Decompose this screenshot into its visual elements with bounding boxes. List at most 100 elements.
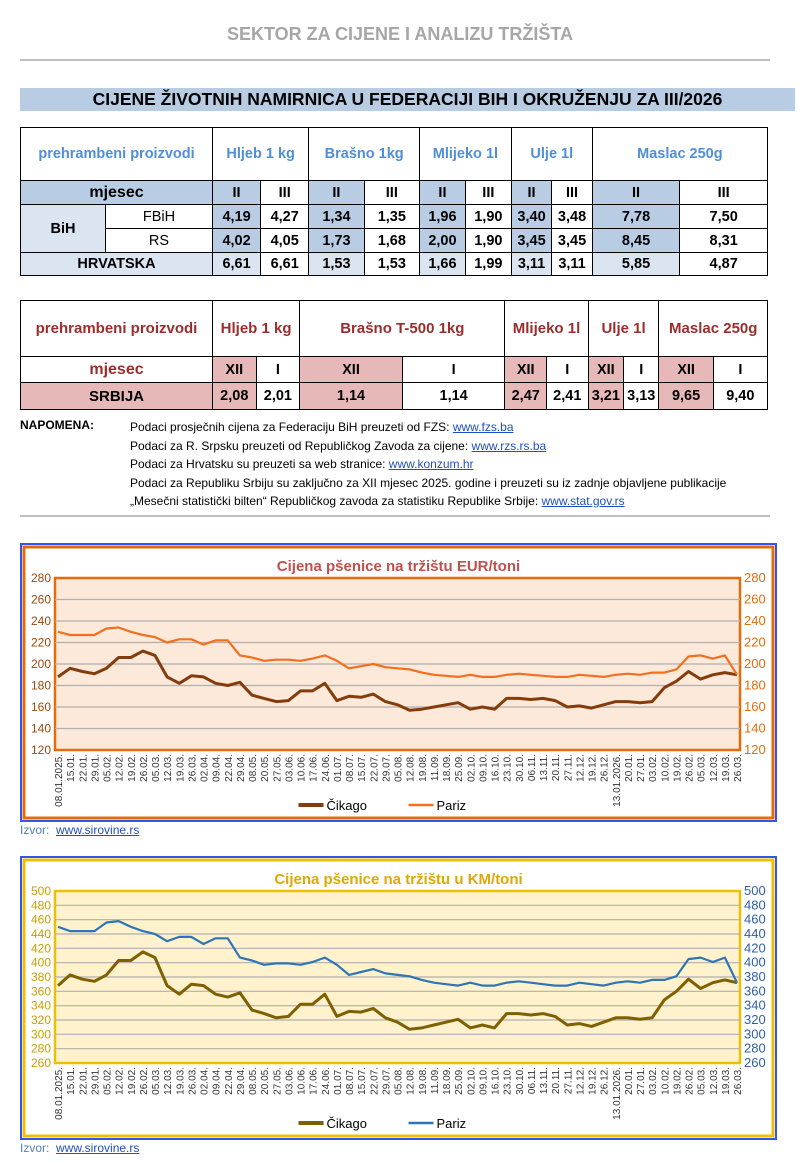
product-header: Brašno T-500 1kg (299, 300, 506, 357)
source-link[interactable]: www.sirovine.rs (56, 823, 140, 837)
x-tick-label: 09.10. (478, 1067, 489, 1095)
month-cell: XII (504, 356, 548, 383)
x-tick-label: 19.03. (721, 754, 732, 782)
x-tick-label: 27.01. (636, 754, 647, 782)
chart-title: Cijena pšenice na tržištu u KM/toni (274, 871, 522, 888)
x-tick-label: 05.08. (394, 754, 405, 782)
month-cell: I (255, 356, 301, 383)
x-tick-label: 19.12. (588, 754, 599, 782)
x-tick-label: 22.01. (78, 1067, 89, 1095)
note-text: Podaci za R. Srpsku preuzeti od Republič… (130, 438, 472, 453)
note-link[interactable]: www.rzs.rs.ba (471, 438, 547, 453)
price-cell: 2,01 (255, 382, 301, 410)
y-tick-label-right: 480 (744, 897, 766, 912)
y-tick-label-left: 260 (31, 593, 51, 607)
y-tick-label-right: 500 (744, 883, 766, 898)
y-tick-label-right: 280 (744, 570, 766, 585)
x-tick-label: 24.06. (321, 1067, 332, 1095)
y-tick-label-right: 120 (744, 742, 766, 757)
y-tick-label-right: 340 (744, 998, 766, 1013)
x-tick-label: 08.01.2025. (54, 754, 65, 807)
source-link[interactable]: www.sirovine.rs (56, 1141, 140, 1155)
y-tick-label-left: 320 (31, 1013, 51, 1027)
x-tick-label: 24.06. (321, 754, 332, 782)
x-tick-label: 27.11. (563, 1067, 574, 1094)
price-cell: 1,53 (363, 252, 421, 276)
x-tick-label: 26.03. (187, 1067, 198, 1095)
y-tick-label-right: 240 (744, 613, 766, 628)
x-tick-label: 19.03. (175, 754, 186, 782)
chart-title: Cijena pšenice na tržištu EUR/toni (277, 558, 520, 575)
x-tick-label: 02.10. (466, 1067, 477, 1095)
price-cell: 2,41 (546, 382, 589, 410)
price-cell: 3,40 (510, 204, 553, 229)
x-tick-label: 19.08. (418, 1067, 429, 1095)
y-tick-label-left: 140 (31, 722, 51, 736)
note-line: Podaci prosječnih cijena za Federaciju B… (130, 418, 726, 437)
price-cell: 3,13 (623, 382, 660, 410)
x-tick-label: 20.05. (260, 1067, 271, 1095)
price-cell: 7,78 (591, 204, 681, 229)
x-tick-label: 26.02. (139, 754, 150, 782)
y-tick-label-right: 380 (744, 969, 766, 984)
price-cell: 4,27 (260, 204, 310, 229)
x-tick-label: 08.07. (345, 754, 356, 782)
y-tick-label-right: 200 (744, 656, 766, 671)
product-header: Mlijeko 1l (504, 300, 589, 357)
x-tick-label: 17.06. (309, 1067, 320, 1095)
month-cell: XII (299, 356, 403, 383)
series-line-Pariz (57, 919, 738, 987)
month-cell: II (419, 180, 466, 205)
x-tick-label: 05.02. (103, 1067, 114, 1095)
product-header: Hljeb 1 kg (211, 127, 310, 181)
note-link[interactable]: www.fzs.ba (452, 420, 514, 434)
note-line: Podaci za R. Srpsku preuzeti od Republič… (130, 437, 726, 456)
price-cell: 1,90 (464, 204, 512, 229)
y-tick-label-left: 200 (31, 657, 51, 671)
y-tick-label-left: 220 (31, 636, 51, 650)
x-tick-label: 02.04. (200, 1067, 211, 1095)
price-cell: 9,65 (658, 382, 714, 410)
eur-wheat-price-chart: Cijena pšenice na tržištu EUR/toni 120 120… (20, 543, 777, 822)
x-tick-label: 17.06. (309, 754, 320, 782)
x-tick-label: 19.02. (127, 754, 138, 782)
price-cell: 4,02 (211, 228, 262, 253)
price-cell: 1,14 (299, 382, 403, 410)
x-tick-label: 19.02. (127, 1067, 138, 1095)
month-cell: I (712, 356, 769, 383)
y-tick-label-left: 240 (31, 614, 51, 628)
series-line-Čikago (57, 649, 738, 712)
y-tick-label-left: 340 (31, 999, 51, 1013)
row-label: FBiH (105, 204, 213, 229)
x-tick-label: 15.07. (357, 1067, 368, 1095)
source-label: Izvor: (20, 1141, 50, 1155)
x-tick-label: 25.09. (454, 1067, 465, 1095)
x-tick-label: 19.08. (418, 754, 429, 782)
y-tick-label-right: 180 (744, 678, 766, 693)
price-cell: 1,68 (363, 228, 421, 253)
month-cell: II (211, 180, 262, 205)
divider (20, 515, 770, 517)
x-tick-label: 11.09. (430, 1067, 441, 1094)
note-text: Podaci za Republiku Srbiju su zaključno … (130, 475, 727, 490)
x-tick-label: 10.06. (297, 754, 308, 782)
y-tick-label-left: 160 (31, 700, 51, 714)
x-tick-label: 05.03. (697, 754, 708, 782)
note-link[interactable]: www.konzum.hr (388, 457, 474, 471)
price-cell: 7,50 (679, 204, 768, 229)
month-cell: III (260, 180, 310, 205)
y-tick-label-left: 440 (31, 927, 51, 941)
x-tick-label: 12.03. (709, 1067, 720, 1095)
price-cell: 1,66 (419, 252, 466, 276)
x-tick-label: 08.01.2025. (54, 1067, 65, 1120)
x-tick-label: 29.01. (90, 754, 101, 782)
x-tick-label: 27.11. (563, 754, 574, 781)
x-tick-label: 03.06. (284, 1067, 295, 1095)
x-tick-label: 15.01. (66, 1067, 77, 1095)
legend-label: Čikago (327, 798, 367, 813)
month-cell: II (308, 180, 365, 205)
bih-label: BiH (20, 204, 106, 253)
chart-svg: Cijena pšenice na tržištu EUR/toni 120 120… (22, 545, 775, 820)
note-link[interactable]: www.stat.gov.rs (541, 494, 625, 508)
serbia-price-table: prehrambeni proizvodi Hljeb 1 kg Brašno … (20, 300, 769, 410)
